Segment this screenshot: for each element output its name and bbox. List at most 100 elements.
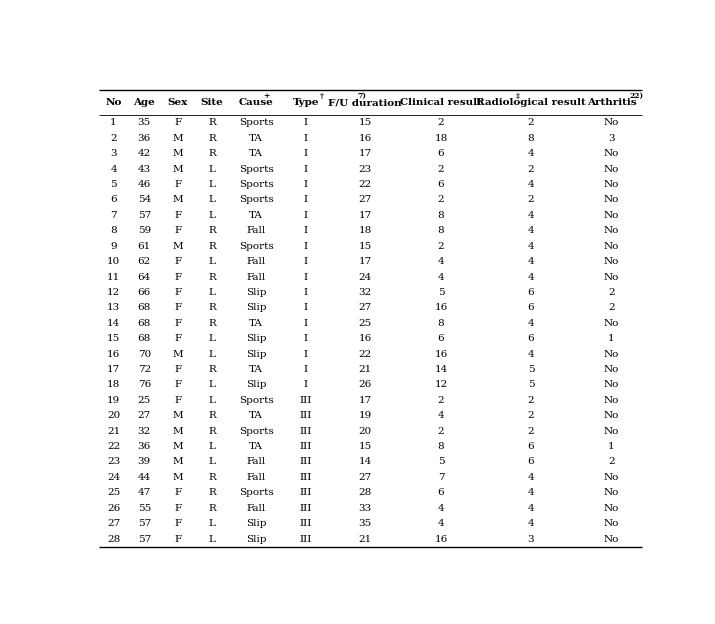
Text: 25: 25: [107, 488, 120, 497]
Text: No: No: [604, 180, 619, 189]
Text: 4: 4: [438, 273, 444, 281]
Text: 44: 44: [138, 473, 151, 482]
Text: 6: 6: [528, 442, 534, 451]
Text: 2: 2: [438, 119, 444, 127]
Text: L: L: [209, 180, 215, 189]
Text: 2: 2: [528, 195, 534, 205]
Text: 4: 4: [528, 149, 534, 158]
Text: 21: 21: [107, 427, 120, 436]
Text: 2: 2: [438, 396, 444, 405]
Text: 3: 3: [608, 134, 615, 143]
Text: 28: 28: [107, 535, 120, 544]
Text: 35: 35: [358, 519, 372, 528]
Text: No: No: [604, 473, 619, 482]
Text: F: F: [174, 365, 181, 374]
Text: No: No: [604, 519, 619, 528]
Text: TA: TA: [250, 411, 263, 420]
Text: 27: 27: [358, 473, 372, 482]
Text: 6: 6: [528, 457, 534, 467]
Text: 27: 27: [358, 303, 372, 313]
Text: I: I: [304, 241, 308, 251]
Text: 61: 61: [138, 241, 151, 251]
Text: 46: 46: [138, 180, 151, 189]
Text: 7): 7): [357, 92, 366, 100]
Text: 39: 39: [138, 457, 151, 467]
Text: 4: 4: [438, 411, 444, 420]
Text: No: No: [604, 381, 619, 389]
Text: III: III: [300, 504, 312, 513]
Text: 19: 19: [358, 411, 372, 420]
Text: F: F: [174, 488, 181, 497]
Text: 68: 68: [138, 319, 151, 328]
Text: 54: 54: [138, 195, 151, 205]
Text: 36: 36: [138, 442, 151, 451]
Text: 22): 22): [629, 92, 644, 100]
Text: 4: 4: [528, 349, 534, 359]
Text: 4: 4: [528, 519, 534, 528]
Text: I: I: [304, 319, 308, 328]
Text: M: M: [172, 349, 183, 359]
Text: M: M: [172, 149, 183, 158]
Text: I: I: [304, 288, 308, 297]
Text: 59: 59: [138, 227, 151, 235]
Text: 2: 2: [438, 241, 444, 251]
Text: 6: 6: [528, 334, 534, 343]
Text: 4: 4: [438, 519, 444, 528]
Text: L: L: [209, 211, 215, 220]
Text: TA: TA: [250, 442, 263, 451]
Text: 6: 6: [528, 288, 534, 297]
Text: Fall: Fall: [247, 257, 266, 266]
Text: M: M: [172, 195, 183, 205]
Text: No: No: [604, 349, 619, 359]
Text: I: I: [304, 195, 308, 205]
Text: No: No: [604, 119, 619, 127]
Text: I: I: [304, 227, 308, 235]
Text: I: I: [304, 349, 308, 359]
Text: I: I: [304, 165, 308, 173]
Text: R: R: [208, 504, 216, 513]
Text: Sex: Sex: [167, 98, 187, 107]
Text: 16: 16: [435, 303, 448, 313]
Text: III: III: [300, 535, 312, 544]
Text: I: I: [304, 257, 308, 266]
Text: 2: 2: [528, 396, 534, 405]
Text: 4: 4: [438, 504, 444, 513]
Text: F/U duration: F/U duration: [328, 98, 402, 107]
Text: 43: 43: [138, 165, 151, 173]
Text: Sports: Sports: [239, 488, 274, 497]
Text: TA: TA: [250, 365, 263, 374]
Text: R: R: [208, 488, 216, 497]
Text: 9: 9: [110, 241, 117, 251]
Text: 8: 8: [438, 442, 444, 451]
Text: 76: 76: [138, 381, 151, 389]
Text: No: No: [604, 319, 619, 328]
Text: Fall: Fall: [247, 504, 266, 513]
Text: L: L: [209, 442, 215, 451]
Text: 16: 16: [435, 535, 448, 544]
Text: 15: 15: [358, 119, 372, 127]
Text: No: No: [604, 149, 619, 158]
Text: F: F: [174, 519, 181, 528]
Text: F: F: [174, 303, 181, 313]
Text: TA: TA: [250, 211, 263, 220]
Text: R: R: [208, 241, 216, 251]
Text: 4: 4: [528, 211, 534, 220]
Text: M: M: [172, 411, 183, 420]
Text: F: F: [174, 119, 181, 127]
Text: L: L: [209, 396, 215, 405]
Text: No: No: [604, 411, 619, 420]
Text: 4: 4: [528, 504, 534, 513]
Text: 5: 5: [438, 288, 444, 297]
Text: I: I: [304, 365, 308, 374]
Text: 20: 20: [107, 411, 120, 420]
Text: Sports: Sports: [239, 119, 274, 127]
Text: 7: 7: [438, 473, 444, 482]
Text: 57: 57: [138, 519, 151, 528]
Text: F: F: [174, 381, 181, 389]
Text: F: F: [174, 227, 181, 235]
Text: I: I: [304, 119, 308, 127]
Text: 6: 6: [110, 195, 117, 205]
Text: Arthritis: Arthritis: [587, 98, 636, 107]
Text: III: III: [300, 457, 312, 467]
Text: 68: 68: [138, 303, 151, 313]
